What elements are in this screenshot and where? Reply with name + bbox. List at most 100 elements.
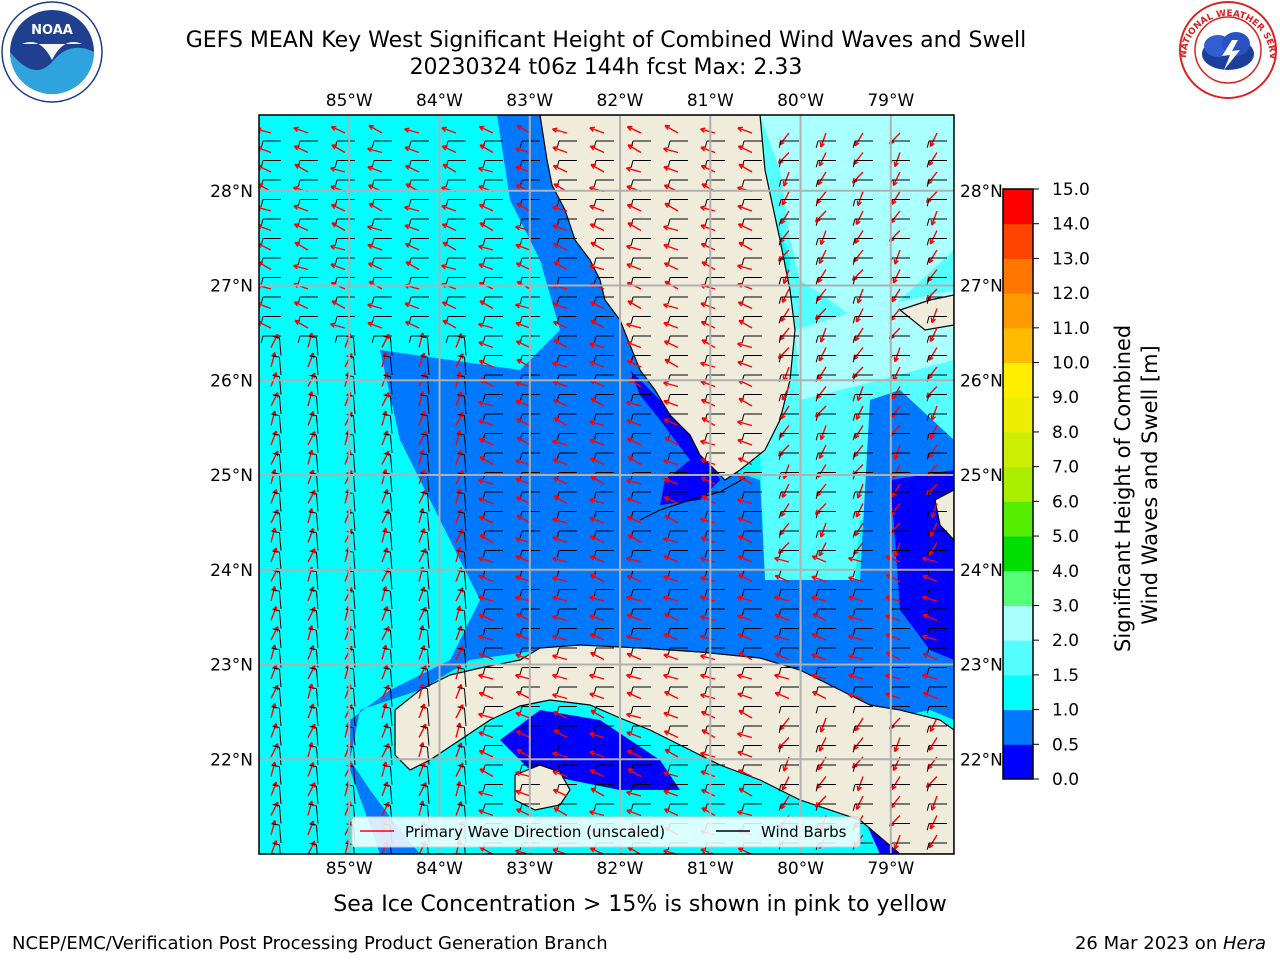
- wind-barb: [667, 589, 688, 597]
- wind-barb: [630, 667, 651, 675]
- wave-direction-arrow: [856, 776, 864, 792]
- wind-barb: [667, 530, 688, 538]
- land-florida: [539, 115, 796, 481]
- wind-barb: [420, 452, 430, 473]
- wind-barb: [383, 764, 393, 785]
- wave-direction-arrow: [664, 436, 679, 446]
- wind-barb: [815, 667, 836, 675]
- wave-direction-arrow: [626, 478, 642, 485]
- wind-barb: [926, 160, 947, 168]
- wave-direction-arrow: [478, 749, 494, 758]
- colorbar-tick-label: 15.0: [1052, 180, 1090, 200]
- wind-barb: [457, 745, 467, 766]
- wave-direction-arrow: [930, 795, 938, 811]
- wind-barb: [668, 863, 688, 870]
- wind-barb: [593, 589, 614, 597]
- wave-direction-arrow: [737, 438, 753, 446]
- wind-barb: [815, 452, 836, 460]
- wind-barb: [383, 667, 393, 688]
- wave-direction-arrow: [589, 516, 605, 524]
- wind-barb: [926, 745, 947, 753]
- wave-direction-arrow: [552, 556, 568, 563]
- wave-direction-arrow: [701, 807, 716, 817]
- wave-direction-arrow: [626, 125, 642, 134]
- wave-direction-arrow: [331, 222, 346, 232]
- wind-barb: [852, 316, 873, 324]
- wave-direction-arrow: [737, 223, 753, 232]
- wind-barb: [309, 706, 319, 727]
- wave-direction-arrow: [552, 361, 568, 368]
- wave-direction-arrow: [663, 770, 679, 778]
- wind-barb: [457, 608, 467, 629]
- lon-label-top: 79°W: [867, 91, 914, 111]
- wind-barb: [926, 199, 947, 207]
- wave-direction-arrow: [819, 132, 827, 148]
- wind-barb: [630, 589, 651, 597]
- wind-barb: [272, 452, 282, 473]
- lon-label-top: 80°W: [777, 91, 824, 111]
- wave-direction-arrow: [626, 322, 642, 329]
- colorbar-segment: [1003, 397, 1033, 433]
- wind-barb: [852, 550, 873, 558]
- wind-barb: [383, 608, 393, 629]
- wind-barb: [272, 530, 282, 551]
- wave-direction-arrow: [928, 249, 938, 264]
- wave-direction-arrow: [664, 748, 679, 758]
- wave-direction-arrow: [664, 612, 679, 622]
- wind-barb: [383, 745, 393, 766]
- wave-direction-arrow: [404, 164, 420, 173]
- wind-barb: [309, 433, 319, 454]
- colorbar-tick-label: 5.0: [1052, 527, 1079, 547]
- wind-barb: [556, 745, 577, 753]
- wave-direction-arrow: [627, 300, 642, 310]
- wave-direction-arrow: [515, 418, 531, 427]
- wind-barb: [926, 842, 947, 850]
- wave-direction-arrow: [700, 595, 716, 602]
- wave-direction-arrow: [442, 163, 457, 173]
- wind-barb: [852, 647, 873, 655]
- wave-direction-arrow: [515, 730, 531, 739]
- wave-direction-arrow: [627, 768, 642, 778]
- wave-direction-arrow: [589, 438, 605, 446]
- wave-direction-arrow: [293, 204, 309, 212]
- wave-direction-arrow: [737, 457, 753, 466]
- wind-barb: [852, 530, 873, 538]
- wind-barb: [741, 647, 762, 655]
- wave-direction-arrow: [663, 595, 679, 602]
- wave-direction-arrow: [819, 230, 827, 246]
- wave-direction-arrow: [515, 673, 531, 680]
- wind-barb: [556, 355, 577, 363]
- wind-barb: [593, 647, 614, 655]
- wind-barb: [383, 472, 393, 493]
- wave-direction-arrow: [928, 855, 937, 867]
- wave-direction-arrow: [626, 359, 642, 368]
- wave-direction-arrow: [367, 224, 383, 232]
- wind-barb: [926, 667, 947, 675]
- wind-barb: [926, 413, 947, 421]
- wind-barb: [741, 803, 762, 811]
- wind-barb: [482, 667, 503, 675]
- wind-barb: [778, 764, 799, 772]
- wave-direction-arrow: [854, 522, 864, 537]
- wind-barb: [297, 179, 318, 187]
- wave-direction-arrow: [589, 223, 605, 232]
- wind-barb: [457, 706, 467, 727]
- wind-barb: [383, 725, 393, 746]
- wind-barb: [457, 667, 467, 688]
- wind-barb: [457, 764, 467, 785]
- land-andros: [934, 489, 954, 541]
- producer-credit: NCEP/EMC/Verification Post Processing Pr…: [12, 933, 608, 954]
- wind-barb: [926, 140, 947, 148]
- wind-barb: [272, 511, 282, 532]
- wind-barb: [815, 491, 836, 499]
- wind-barb: [272, 394, 282, 415]
- lon-label-bottom: 84°W: [416, 859, 463, 879]
- wind-barb: [852, 296, 873, 304]
- wave-direction-arrow: [663, 399, 679, 407]
- wave-direction-arrow: [737, 614, 753, 622]
- wave-direction-arrow: [700, 302, 716, 310]
- wave-direction-arrow: [663, 653, 679, 661]
- wind-barb: [926, 218, 947, 226]
- lon-label-top: 84°W: [416, 91, 463, 111]
- wind-barb: [383, 491, 393, 512]
